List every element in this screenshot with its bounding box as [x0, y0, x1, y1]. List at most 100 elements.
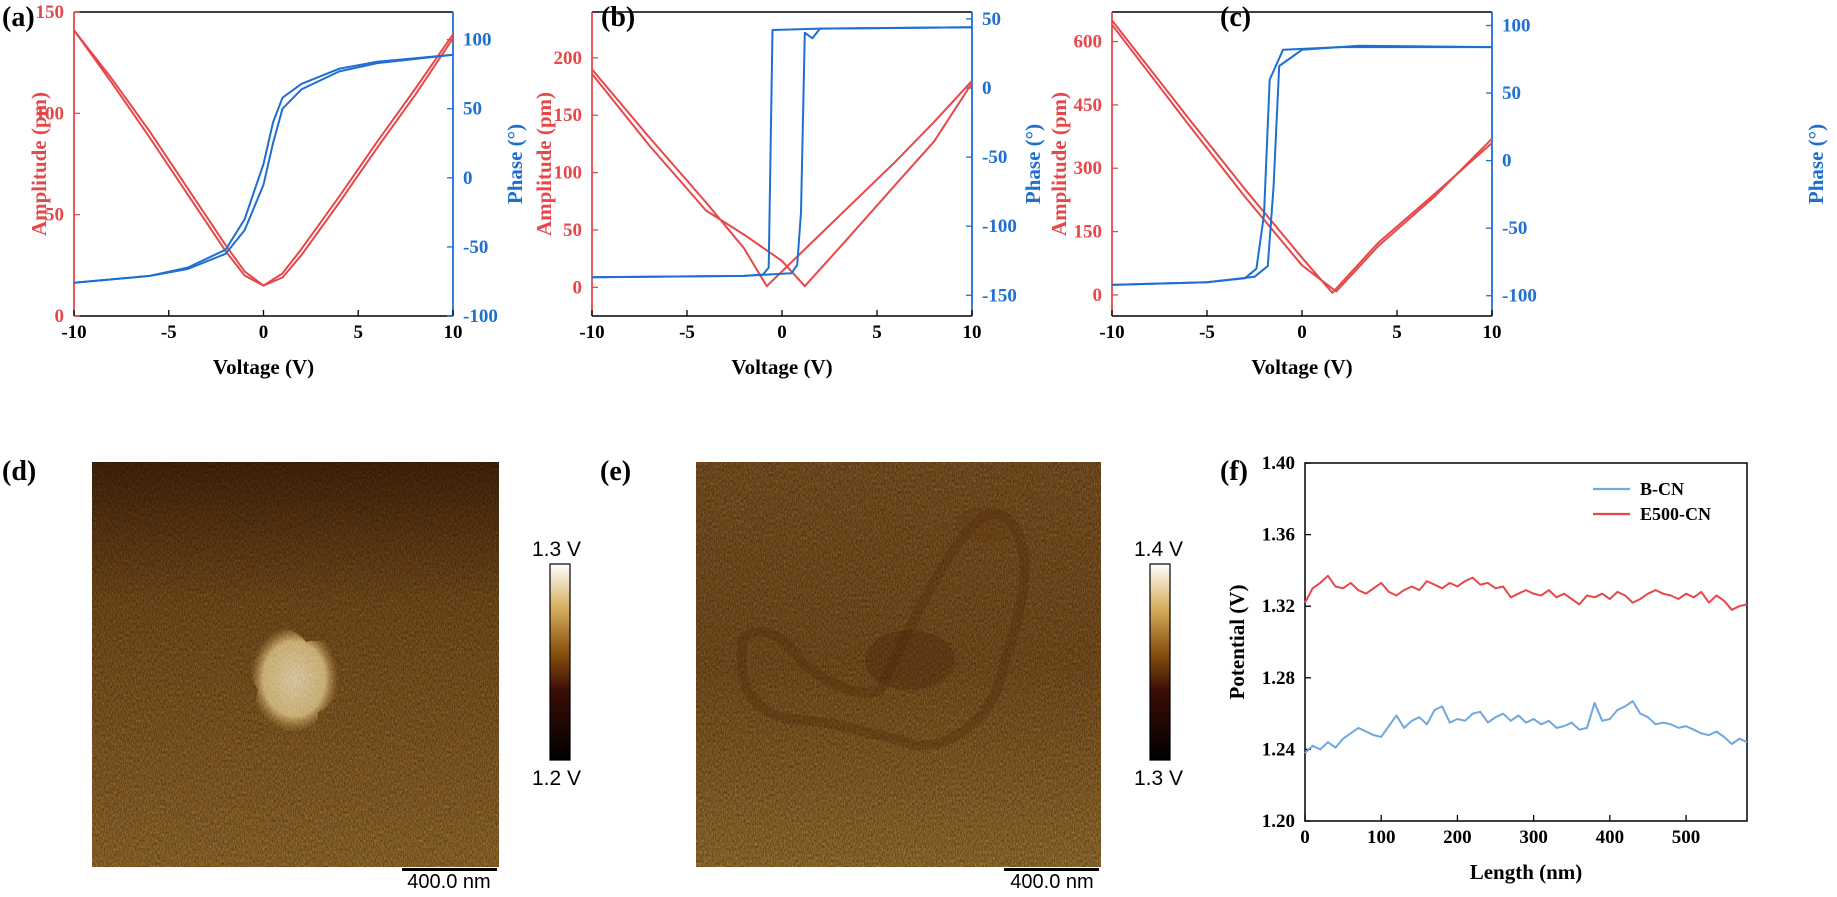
y-tick-label-left: 0 — [573, 277, 583, 298]
phase-loop-2 — [73, 53, 454, 284]
y-tick-label-right: -100 — [982, 216, 1017, 237]
y-tick-label-right: 0 — [1502, 151, 1512, 172]
y-axis-title-left: Amplitude (pm) — [1047, 92, 1071, 236]
amplitude-loop-0 — [1111, 19, 1493, 294]
phase-loop-2 — [591, 26, 973, 279]
y-tick-label-right: 0 — [982, 78, 992, 99]
x-tick-label: 100 — [1367, 827, 1396, 848]
panel-label-a: (a) — [2, 2, 35, 33]
kpfm-image-e — [696, 462, 1101, 867]
x-axis-title: Voltage (V) — [731, 355, 832, 379]
kpfm-image-d — [92, 462, 499, 867]
phase-loop-3 — [591, 26, 973, 279]
panel-label-e: (e) — [600, 456, 631, 487]
y-tick-label-left: 450 — [1074, 95, 1103, 116]
scale-label-d: 400.0 nm — [407, 871, 490, 893]
y-tick-label-left: 50 — [45, 205, 64, 226]
y-tick-label-left: 100 — [36, 103, 65, 124]
legend-label-E500-CN: E500-CN — [1640, 504, 1711, 524]
x-tick-label: 10 — [963, 322, 982, 343]
y-tick-label-left: 0 — [55, 306, 65, 327]
x-tick-label: 5 — [872, 322, 882, 343]
y-tick-label-right: 0 — [463, 168, 473, 189]
y-tick-label: 1.40 — [1262, 453, 1295, 474]
amplitude-loop-1 — [1111, 24, 1493, 293]
colorbar-d — [549, 563, 571, 761]
legend-label-B-CN: B-CN — [1640, 479, 1684, 499]
y-tick-label-right: -50 — [1502, 218, 1527, 239]
y-tick-label-right: -50 — [463, 237, 488, 258]
y-tick-label-right: -100 — [463, 306, 498, 327]
x-axis-title: Voltage (V) — [213, 355, 314, 379]
y-tick-label-right: -100 — [1502, 286, 1537, 307]
x-tick-label: 400 — [1596, 827, 1625, 848]
amplitude-loop-0 — [73, 29, 454, 287]
y-tick-label-right: 50 — [463, 99, 482, 120]
y-axis-title-right: Phase (°) — [1804, 124, 1828, 204]
y-tick-label-left: 50 — [563, 220, 582, 241]
x-tick-label: -5 — [161, 322, 177, 343]
x-tick-label: 0 — [259, 322, 269, 343]
y-axis-title: Potential (V) — [1225, 585, 1249, 700]
series-line-B-CN — [1304, 700, 1748, 754]
x-tick-label: 500 — [1672, 827, 1701, 848]
x-tick-label: 5 — [1392, 322, 1402, 343]
panel-label-d: (d) — [2, 456, 36, 487]
series-line-E500-CN — [1304, 574, 1748, 611]
y-tick-label-left: 200 — [554, 48, 583, 69]
y-axis-title-left: Amplitude (pm) — [27, 92, 51, 236]
y-tick-label-left: 600 — [1074, 32, 1103, 53]
y-tick-label-left: 0 — [1093, 285, 1103, 306]
x-axis-title: Voltage (V) — [1251, 355, 1352, 379]
x-tick-label: -10 — [579, 322, 604, 343]
amplitude-loop-1 — [591, 73, 973, 288]
panel-label-c: (c) — [1220, 2, 1251, 33]
scale-bar-d — [402, 868, 497, 871]
y-tick-label-right: -150 — [982, 285, 1017, 306]
scale-label-e: 400.0 nm — [1010, 871, 1093, 893]
x-tick-label: 5 — [354, 322, 364, 343]
x-tick-label: 200 — [1443, 827, 1472, 848]
y-tick-label: 1.36 — [1262, 525, 1295, 546]
y-tick-label-left: 100 — [554, 163, 583, 184]
chart-f: 0 100 200 300 400 500 1.20 1.24 1.28 1.32 1.36 1.40… — [1225, 453, 1748, 884]
colorbar-e-bottom-label: 1.3 V — [1134, 767, 1183, 790]
y-tick-label-right: 100 — [1502, 16, 1531, 37]
y-axis-title-left: Amplitude (pm) — [532, 92, 556, 236]
x-tick-label: 0 — [777, 322, 787, 343]
x-tick-label: 0 — [1297, 322, 1307, 343]
y-tick-label: 1.20 — [1262, 811, 1295, 832]
y-axis-title-phase: Phase (°) — [503, 124, 527, 204]
panel-label-f: (f) — [1220, 456, 1248, 487]
y-tick-label-right: -50 — [982, 147, 1007, 168]
amplitude-loop-1 — [73, 29, 454, 287]
y-tick-label-right: 50 — [1502, 83, 1521, 104]
x-tick-label: -5 — [1199, 322, 1215, 343]
phase-loop-3 — [73, 53, 454, 284]
x-tick-label: -10 — [61, 322, 86, 343]
x-tick-label: 0 — [1300, 827, 1310, 848]
x-tick-label: -5 — [679, 322, 695, 343]
y-tick-label-left: 300 — [1074, 158, 1103, 179]
y-tick-label-right: 50 — [982, 9, 1001, 30]
phase-loop-2 — [1111, 46, 1492, 286]
amplitude-loop-0 — [591, 68, 973, 288]
y-tick-label-left: 150 — [1074, 222, 1103, 243]
y-tick-label: 1.24 — [1262, 739, 1296, 760]
x-tick-label: 300 — [1519, 827, 1548, 848]
x-tick-label: 10 — [1483, 322, 1502, 343]
y-tick-label-right: 100 — [463, 30, 492, 51]
x-axis-title: Length (nm) — [1470, 860, 1583, 884]
plot-frame — [1304, 462, 1748, 822]
y-tick-label: 1.28 — [1262, 668, 1295, 689]
scale-bar-e — [1004, 868, 1099, 871]
chart-c: -10 -5 0 5 100150300450600-100-50050100Volta… — [1021, 11, 1828, 379]
y-tick-label-left: 150 — [554, 105, 583, 126]
colorbar-e-top-label: 1.4 V — [1134, 538, 1183, 561]
y-axis-title-phase: Phase (°) — [1021, 124, 1045, 204]
panel-label-b: (b) — [601, 2, 635, 33]
y-tick-label: 1.32 — [1262, 596, 1295, 617]
phase-loop-3 — [1111, 44, 1493, 286]
